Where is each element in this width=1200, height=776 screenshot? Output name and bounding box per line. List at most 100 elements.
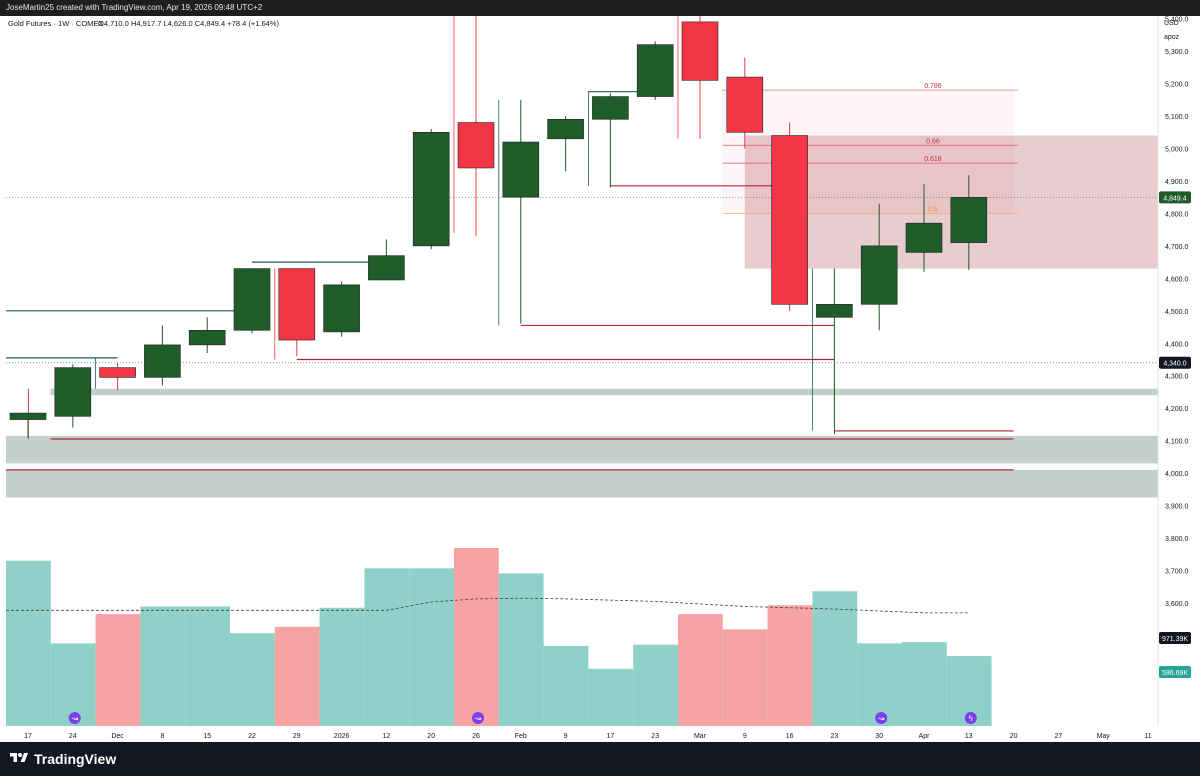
attribution-text: JoseMartin25 created with TradingView.co… [6,3,263,12]
volume-bar [767,605,813,726]
svg-text:↝: ↝ [878,714,885,723]
svg-text:↝: ↝ [475,714,482,723]
price-label-box [1159,191,1191,204]
candle [9,412,47,438]
price-tick-label: 3,700.0 [1165,569,1188,576]
time-tick-label: 23 [831,733,839,740]
fib-level-label: 0.618 [924,156,942,163]
price-tick-label: 5,000.0 [1165,147,1188,154]
time-tick-label: May [1097,733,1111,740]
candle-body [681,21,719,81]
candle-body [457,122,495,169]
time-tick-label: 23 [651,733,659,740]
candle-body [412,131,450,247]
dividend-marker-icon: ↝ [68,712,81,724]
candle-body [950,197,988,243]
dividend-marker-icon: ↝ [472,712,484,724]
price-tick-label: 3,900.0 [1165,504,1188,511]
price-tick-label: 4,000.0 [1165,471,1188,478]
price-axis: 3,600.0 3,700.0 3,800.0 3,900.0 4,000.0 4,100… [1157,16,1200,742]
candle-body [54,367,92,417]
fib-shade [722,90,1014,214]
time-tick-label: 20 [427,733,435,740]
price-tick-label: 4,600.0 [1165,276,1188,283]
fib-level-label: 0.5 [928,206,938,213]
volume-bar [274,626,320,726]
time-tick-label: 15 [203,733,211,740]
volume-bar [95,614,141,726]
volume-bar [6,560,51,726]
price-tick-label: 3,600.0 [1165,601,1188,608]
time-tick-label: 24 [69,733,77,740]
candle [188,317,226,354]
price-tick-label: 4,500.0 [1165,309,1188,316]
time-tick-label: Feb [515,733,527,740]
time-axis: 17 24 Dec 8 15 22 29 2026 12 20 26 Feb 9 17 23 Mar 9 16 23… [0,726,1200,742]
candle-body [860,245,898,305]
price-tick-label: 4,700.0 [1165,244,1188,251]
price-axis-bg [1158,16,1200,742]
time-axis-bg [0,726,1200,742]
dividend-marker-icon: ↝ [875,712,888,724]
candle [771,122,808,311]
volume-bar [633,644,678,726]
price-label-text: 4,849.4 [1163,195,1186,202]
candle [726,57,764,149]
price-tick-label: 4,300.0 [1165,374,1188,381]
svg-text:↝: ↝ [71,714,78,723]
candle [278,268,316,357]
volume-bar [812,591,858,726]
candle-body [771,135,808,305]
candle [502,99,540,324]
candle-body [144,344,181,378]
time-tick-label: 29 [293,733,301,740]
volume-pane: ↝ ↝ ↝ ϟ [6,548,992,726]
time-tick-label: 20 [1010,733,1018,740]
tradingview-logo-icon [10,753,28,762]
candle [233,268,271,334]
volume-bar [364,568,410,726]
price-tick-label: 4,900.0 [1165,179,1188,186]
volume-bar [409,568,454,726]
candle [547,116,584,172]
chart-area[interactable]: ↝ ↝ ↝ ϟ 0.786 0.66 0.618 0.5 3,600.0 3,700.0 3,8… [0,0,1200,742]
time-tick-label: Apr [919,733,931,740]
volume-bar [230,633,275,726]
zones-layer [6,90,1166,498]
volume-last-label-box [1159,666,1191,678]
candle-body [99,367,136,378]
price-tick-label: 4,400.0 [1165,341,1188,348]
time-tick-label: 26 [472,733,480,740]
candle-body [592,96,629,120]
volume-ma-line [6,597,969,614]
price-tick-label: 4,200.0 [1165,406,1188,413]
time-tick-label: 27 [1055,733,1063,740]
time-tick-label: Dec [111,733,124,740]
axis-currency: USD [1164,20,1179,27]
volume-bar [543,645,589,726]
volume-bar [185,606,230,726]
earnings-marker-icon: ϟ [964,712,977,724]
candle-body [9,412,47,420]
svg-text:ϟ: ϟ [969,714,974,723]
price-tick-label: 5,300.0 [1165,49,1188,56]
candle-body [368,255,405,281]
brand-name: TradingView [34,751,117,767]
volume-bar [319,607,365,726]
volume-bar [454,548,499,726]
time-tick-label: 22 [248,733,256,740]
price-tick-label: 5,200.0 [1165,82,1188,89]
price-chart[interactable]: ↝ ↝ ↝ ϟ 0.786 0.66 0.618 0.5 3,600.0 3,700.0 3,8… [0,0,1200,742]
volume-bar [588,668,634,726]
time-tick-label: Mar [694,733,707,740]
fib-level-label: 0.66 [926,138,940,145]
candle [905,184,943,272]
volume-bar [902,642,947,726]
price-tick-label: 4,800.0 [1165,211,1188,218]
candle-body [816,304,853,318]
time-tick-label: 9 [564,733,568,740]
time-tick-label: 13 [965,733,973,740]
candle-body [502,141,540,198]
price-tick-label: 3,800.0 [1165,536,1188,543]
support-zone [6,435,1166,464]
